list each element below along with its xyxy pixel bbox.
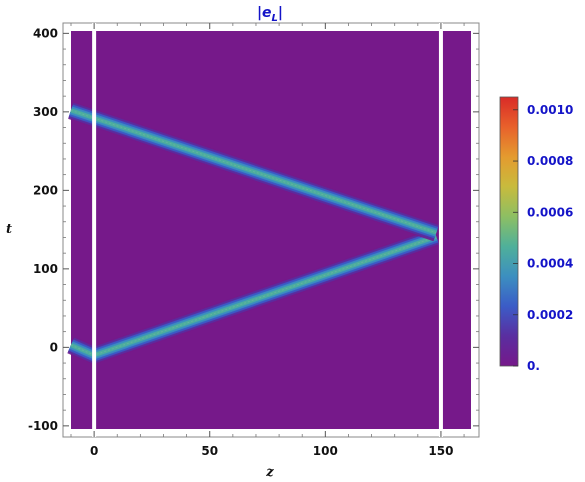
colorbar: 0. 0.0002 0.0004 0.0006 0.0008 0.0010 xyxy=(499,96,573,373)
colorbar-gradient xyxy=(499,96,519,367)
colorbar-tick-label: 0.0008 xyxy=(527,154,573,168)
y-tick-label: 400 xyxy=(33,26,58,40)
plot-title-subscript: L xyxy=(272,13,278,24)
x-tick-label: 100 xyxy=(313,444,338,458)
y-tick-label: 0 xyxy=(50,340,58,354)
colorbar-tick-label: 0.0004 xyxy=(527,257,573,271)
y-tick-label: 200 xyxy=(33,183,58,197)
plot-title: |eL| xyxy=(257,5,283,24)
y-tick-label: 100 xyxy=(33,262,58,276)
colorbar-tick-label: 0.0006 xyxy=(527,205,573,219)
x-tick-label: 150 xyxy=(428,444,453,458)
plot-title-end: | xyxy=(278,5,283,21)
x-axis-title: z xyxy=(265,465,274,480)
y-axis-title: t xyxy=(6,222,12,237)
colorbar-tick-label: 0.0002 xyxy=(527,308,573,322)
x-axis-ticks: 0 50 100 150 xyxy=(70,23,465,458)
colorbar-tick-label: 0.0010 xyxy=(527,103,573,117)
boundary-lines xyxy=(92,23,443,437)
y-tick-label: -100 xyxy=(28,419,58,433)
y-axis-ticks: -100 0 100 200 300 400 xyxy=(28,26,479,433)
plot-title-main: |e xyxy=(257,5,272,21)
y-tick-label: 300 xyxy=(33,105,58,119)
x-tick-label: 0 xyxy=(90,444,98,458)
x-tick-label: 50 xyxy=(201,444,218,458)
colorbar-tick-label: 0. xyxy=(527,359,540,373)
colorbar-ticks: 0. 0.0002 0.0004 0.0006 0.0008 0.0010 xyxy=(513,103,573,373)
